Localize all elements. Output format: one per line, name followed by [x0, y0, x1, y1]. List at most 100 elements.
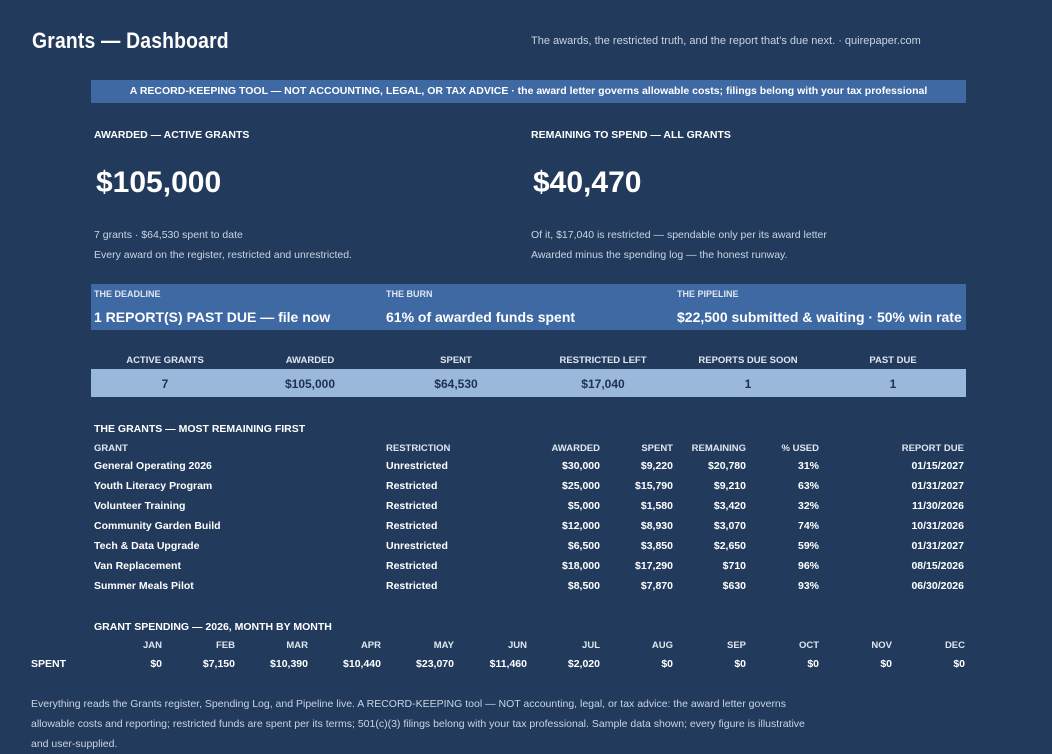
status-band	[91, 284, 966, 330]
deadline-value: 1 REPORT(S) PAST DUE — file now	[94, 309, 331, 325]
kpi-remaining-value: $40,470	[533, 166, 642, 199]
grant-cell-pct: 59%	[797, 540, 819, 552]
month-header-aug: AUG	[651, 640, 673, 651]
burn-label: THE BURN	[386, 289, 433, 299]
grant-cell-spent: $9,220	[640, 460, 673, 472]
grant-cell-awarded: $18,000	[562, 560, 600, 572]
monthly-section-title: GRANT SPENDING — 2026, MONTH BY MONTH	[94, 621, 332, 633]
grant-cell-due: 01/31/2027	[911, 540, 964, 552]
grant-cell-due: 08/15/2026	[911, 560, 964, 572]
summary-value-spent: $64,530	[434, 377, 478, 391]
summary-header-reports-due: REPORTS DUE SOON	[698, 355, 798, 366]
grant-cell-pct: 32%	[797, 500, 819, 512]
grant-cell-due: 10/31/2026	[911, 520, 964, 532]
kpi-remaining-note: Of it, $17,040 is restricted — spendable…	[531, 229, 827, 241]
month-value-may: $23,070	[416, 658, 454, 670]
grants-header-restriction: RESTRICTION	[386, 443, 451, 454]
grant-cell-grant: Community Garden Build	[94, 520, 221, 532]
month-header-dec: DEC	[944, 640, 965, 651]
month-value-jan: $0	[150, 658, 162, 670]
grant-cell-spent: $15,790	[635, 480, 673, 492]
grants-header-spent: SPENT	[641, 443, 673, 454]
summary-value-awarded: $105,000	[284, 377, 336, 391]
month-value-dec: $0	[953, 658, 965, 670]
grant-cell-grant: Van Replacement	[94, 560, 181, 572]
month-header-jan: JAN	[142, 640, 162, 651]
grant-cell-remaining: $2,650	[713, 540, 746, 552]
grant-cell-due: 06/30/2026	[911, 580, 964, 592]
grant-cell-spent: $7,870	[640, 580, 673, 592]
month-header-apr: APR	[360, 640, 381, 651]
pipeline-label: THE PIPELINE	[677, 289, 739, 299]
grant-cell-spent: $1,580	[640, 500, 673, 512]
grants-header-grant: GRANT	[94, 443, 128, 454]
grant-cell-remaining: $20,780	[708, 460, 746, 472]
grant-cell-awarded: $5,000	[567, 500, 600, 512]
grant-cell-pct: 93%	[797, 580, 819, 592]
grants-header-awarded: AWARDED	[551, 443, 600, 454]
month-header-sep: SEP	[726, 640, 746, 651]
kpi-awarded-value: $105,000	[96, 166, 222, 199]
monthly-row-label: SPENT	[31, 658, 67, 670]
month-value-nov: $0	[880, 658, 892, 670]
grant-cell-awarded: $8,500	[567, 580, 600, 592]
page-title: Grants — Dashboard	[32, 28, 229, 53]
summary-value-restricted-left: $17,040	[581, 377, 625, 391]
grant-cell-pct: 31%	[797, 460, 819, 472]
grant-cell-due: 11/30/2026	[912, 500, 964, 512]
month-header-feb: FEB	[216, 640, 235, 651]
grant-cell-grant: Youth Literacy Program	[94, 480, 213, 492]
grant-cell-grant: Tech & Data Upgrade	[94, 540, 200, 552]
kpi-awarded-note: 7 grants · $64,530 spent to date	[94, 229, 243, 241]
kpi-remaining-label: REMAINING TO SPEND — ALL GRANTS	[531, 129, 731, 141]
grant-cell-due: 01/31/2027	[911, 480, 964, 492]
grant-cell-pct: 96%	[797, 560, 819, 572]
grant-cell-remaining: $3,070	[713, 520, 746, 532]
footer-disclaimer: Everything reads the Grants register, Sp…	[31, 698, 805, 750]
summary-header-active-grants: ACTIVE GRANTS	[126, 355, 204, 366]
grant-cell-remaining: $630	[722, 580, 746, 592]
month-header-nov: NOV	[871, 640, 892, 651]
pipeline-value: $22,500 submitted & waiting · 50% win ra…	[677, 309, 962, 325]
grant-cell-awarded: $25,000	[562, 480, 600, 492]
summary-header-past-due: PAST DUE	[869, 355, 917, 366]
burn-value: 61% of awarded funds spent	[386, 309, 576, 325]
grants-header-report-due: REPORT DUE	[901, 443, 964, 454]
page-tagline: The awards, the restricted truth, and th…	[531, 35, 921, 47]
grant-cell-spent: $8,930	[640, 520, 673, 532]
grant-cell-restriction: Unrestricted	[386, 540, 448, 552]
grant-cell-restriction: Restricted	[386, 500, 438, 512]
month-value-aug: $0	[661, 658, 673, 670]
grant-cell-restriction: Restricted	[386, 560, 438, 572]
summary-value-reports-due: 1	[744, 377, 752, 391]
grant-cell-remaining: $9,210	[713, 480, 746, 492]
grant-cell-awarded: $12,000	[562, 520, 600, 532]
grants-header-remaining: REMAINING	[691, 443, 746, 454]
grant-cell-awarded: $6,500	[567, 540, 600, 552]
month-value-sep: $0	[734, 658, 746, 670]
kpi-remaining-subnote: Awarded minus the spending log — the hon…	[531, 249, 788, 261]
grant-cell-due: 01/15/2027	[911, 460, 964, 472]
month-value-jul: $2,020	[567, 658, 600, 670]
grant-cell-remaining: $710	[722, 560, 746, 572]
disclaimer-banner: A RECORD-KEEPING TOOL — NOT ACCOUNTING, …	[91, 80, 966, 103]
month-value-jun: $11,460	[489, 658, 527, 670]
grant-cell-restriction: Restricted	[386, 480, 438, 492]
kpi-awarded-label: AWARDED — ACTIVE GRANTS	[94, 129, 250, 141]
grants-header-pct-used: % USED	[781, 443, 819, 454]
kpi-awarded-subnote: Every award on the register, restricted …	[94, 249, 352, 261]
grant-cell-grant: General Operating 2026	[94, 460, 212, 472]
month-header-may: MAY	[433, 640, 454, 651]
month-value-mar: $10,390	[270, 658, 308, 670]
grant-cell-pct: 74%	[797, 520, 819, 532]
grant-cell-grant: Volunteer Training	[94, 500, 186, 512]
summary-header-spent: SPENT	[440, 355, 472, 366]
month-header-mar: MAR	[286, 640, 308, 651]
deadline-label: THE DEADLINE	[94, 289, 161, 299]
summary-header-awarded: AWARDED	[285, 355, 335, 366]
summary-value-past-due: 1	[889, 377, 897, 391]
summary-row	[91, 369, 966, 397]
month-value-apr: $10,440	[343, 658, 381, 670]
grant-cell-remaining: $3,420	[713, 500, 746, 512]
grant-cell-awarded: $30,000	[562, 460, 600, 472]
